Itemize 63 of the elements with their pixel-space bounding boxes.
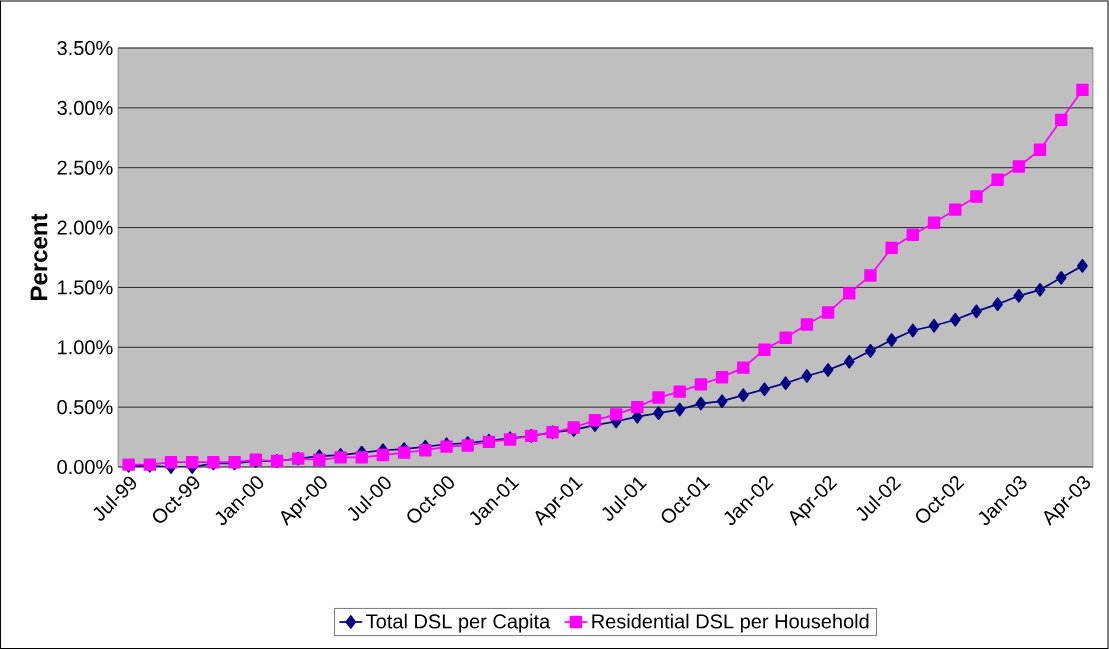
point bbox=[419, 444, 432, 457]
point bbox=[822, 363, 834, 377]
point bbox=[758, 343, 771, 356]
point bbox=[185, 456, 199, 469]
point bbox=[886, 333, 898, 347]
point bbox=[716, 394, 728, 409]
point bbox=[928, 318, 940, 333]
point bbox=[397, 446, 411, 459]
point bbox=[779, 331, 792, 344]
point bbox=[992, 297, 1003, 312]
point bbox=[949, 312, 961, 327]
point bbox=[971, 304, 982, 319]
point bbox=[715, 371, 729, 384]
point bbox=[376, 448, 390, 462]
y-tick-label: 0.00% bbox=[57, 459, 113, 475]
point bbox=[991, 173, 1004, 186]
point bbox=[927, 216, 941, 229]
y-axis-title: Percent bbox=[30, 213, 48, 300]
point bbox=[1033, 143, 1047, 156]
point bbox=[588, 414, 602, 427]
point bbox=[694, 378, 708, 391]
point bbox=[1055, 113, 1068, 127]
point bbox=[906, 228, 920, 241]
point bbox=[885, 241, 898, 255]
y-tick-label: 2.00% bbox=[57, 220, 113, 235]
point bbox=[843, 287, 856, 300]
y-tick-label: 0.50% bbox=[57, 400, 113, 415]
point bbox=[865, 344, 876, 358]
point bbox=[970, 190, 983, 203]
point bbox=[674, 402, 686, 417]
point bbox=[1012, 160, 1026, 173]
point bbox=[759, 382, 770, 397]
point bbox=[631, 400, 644, 414]
point bbox=[737, 388, 749, 403]
point bbox=[313, 453, 326, 467]
point bbox=[1077, 259, 1088, 273]
point bbox=[609, 408, 623, 421]
point bbox=[355, 451, 368, 464]
point bbox=[801, 369, 813, 383]
point bbox=[907, 323, 919, 338]
point bbox=[164, 456, 178, 469]
point bbox=[949, 203, 962, 216]
point bbox=[673, 385, 686, 398]
point bbox=[652, 391, 665, 404]
point bbox=[653, 406, 664, 420]
y-tick-label: 3.00% bbox=[57, 100, 113, 115]
y-tick-label: 1.50% bbox=[58, 280, 113, 295]
legend-label: Residential DSL per Household bbox=[592, 613, 869, 633]
point bbox=[843, 354, 855, 369]
legend-label: Total DSL per Capita bbox=[366, 613, 551, 633]
point bbox=[1013, 288, 1025, 303]
point bbox=[780, 376, 792, 391]
point bbox=[864, 269, 877, 282]
point bbox=[800, 318, 814, 331]
point bbox=[1034, 282, 1046, 297]
point bbox=[737, 361, 750, 374]
point bbox=[821, 306, 835, 319]
y-tick-label: 3.50% bbox=[57, 40, 113, 56]
y-tick-label: 2.50% bbox=[57, 160, 113, 175]
point bbox=[1076, 83, 1089, 97]
y-tick-label: 1.00% bbox=[58, 340, 113, 355]
point bbox=[1055, 270, 1067, 285]
point bbox=[695, 396, 707, 411]
